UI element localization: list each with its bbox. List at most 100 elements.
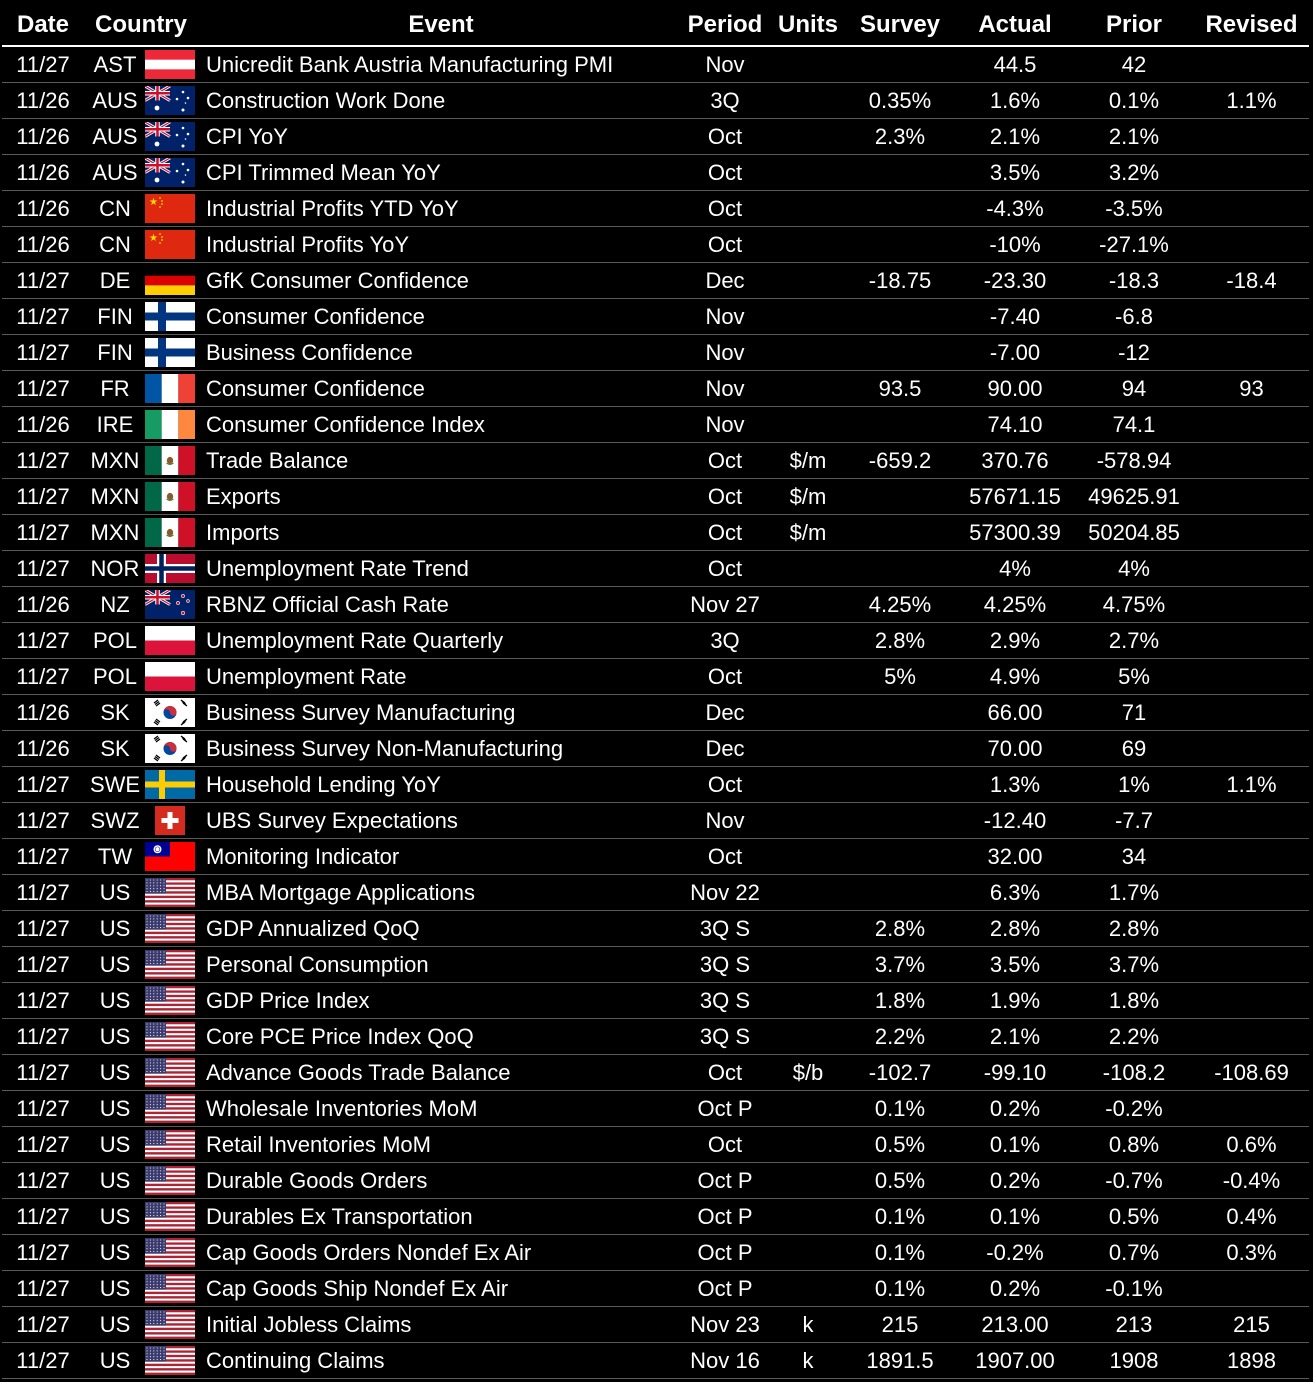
table-row[interactable]: 11/27 US Continuing Claims Nov 16 k 1891.5 190… — [2, 1343, 1309, 1379]
revised-cell: 215 — [1233, 1312, 1270, 1337]
event-cell: GfK Consumer Confidence — [206, 268, 469, 293]
flag-cell — [145, 50, 195, 79]
flag-cell — [145, 1166, 195, 1195]
table-row[interactable]: 11/27 NOR Unemployment Rate Trend Oct 4% 4% — [2, 551, 1309, 587]
table-row[interactable]: 11/27 US Core PCE Price Index QoQ 3Q S 2.2% 2… — [2, 1019, 1309, 1055]
date-cell: 11/26 — [16, 196, 70, 221]
country-cell: US — [99, 1348, 131, 1373]
period-cell: Oct P — [697, 1168, 753, 1193]
survey-cell — [844, 479, 956, 514]
event-cell: GDP Annualized QoQ — [206, 916, 420, 941]
table-row[interactable]: 11/26 SK Business Survey Non-Manufacturing… — [2, 731, 1309, 767]
header-survey[interactable]: Survey — [859, 11, 941, 38]
survey-cell — [844, 155, 956, 190]
finland-flag-icon — [145, 338, 195, 367]
survey-cell — [844, 551, 956, 586]
units-cell — [772, 1163, 844, 1198]
country-cell: FIN — [97, 340, 133, 365]
table-row[interactable]: 11/26 NZ RBNZ Official Cash Rate Nov 27 4.25… — [2, 587, 1309, 623]
flag-cell — [145, 698, 195, 727]
header-country[interactable]: Country — [95, 11, 187, 38]
table-row[interactable]: 11/26 SK Business Survey Manufacturing Dec 6… — [2, 695, 1309, 731]
mexico-flag-icon — [145, 482, 195, 511]
table-row[interactable]: 11/26 CN Industrial Profits YTD YoY Oct -4.3… — [2, 191, 1309, 227]
table-row[interactable]: 11/26 AUS CPI YoY Oct 2.3% 2.1% 2.1% — [2, 119, 1309, 155]
units-cell: k — [802, 1312, 814, 1337]
table-row[interactable]: 11/27 MXN Trade Balance Oct $/m -659.2 370.76 -… — [2, 443, 1309, 479]
table-row[interactable]: 11/27 US Wholesale Inventories MoM Oct P 0.1… — [2, 1091, 1309, 1127]
units-cell — [772, 731, 844, 766]
flag-cell: ★ — [145, 194, 195, 223]
table-row[interactable]: 11/27 US MBA Mortgage Applications Nov 22 6.… — [2, 875, 1309, 911]
prior-cell: 71 — [1121, 700, 1147, 725]
survey-cell: 93.5 — [878, 376, 922, 401]
header-period[interactable]: Period — [687, 11, 763, 38]
date-cell: 11/27 — [16, 1024, 70, 1049]
poland-flag-icon — [145, 626, 195, 655]
units-cell — [772, 371, 844, 406]
date-cell: 11/27 — [16, 376, 70, 401]
survey-cell: 2.3% — [874, 124, 926, 149]
units-cell — [772, 587, 844, 622]
table-row[interactable]: 11/27 FIN Business Confidence Nov -7.00 -12 — [2, 335, 1309, 371]
period-cell: Nov — [705, 304, 745, 329]
table-row[interactable]: 11/27 FIN Consumer Confidence Nov -7.40 -6.8 — [2, 299, 1309, 335]
usa-flag-icon — [145, 1058, 195, 1087]
table-row[interactable]: 11/27 POL Unemployment Rate Quarterly 3Q 2.8… — [2, 623, 1309, 659]
date-cell: 11/27 — [16, 808, 70, 833]
event-cell: Consumer Confidence Index — [206, 412, 485, 437]
date-cell: 11/27 — [16, 1312, 70, 1337]
country-cell: AUS — [92, 160, 138, 185]
event-cell: Initial Jobless Claims — [206, 1312, 412, 1337]
header-date[interactable]: Date — [16, 11, 70, 38]
units-cell — [772, 1271, 844, 1306]
table-row[interactable]: 11/26 AUS CPI Trimmed Mean YoY Oct 3.5% 3.2% — [2, 155, 1309, 191]
survey-cell: -102.7 — [868, 1060, 932, 1085]
table-row[interactable]: 11/27 AST Unicredit Bank Austria Manufactu… — [2, 47, 1309, 83]
table-header: Date Country Event Period Units Survey A… — [2, 3, 1309, 47]
table-row[interactable]: 11/26 CN Industrial Profits YoY Oct -10% -27.… — [2, 227, 1309, 263]
revised-cell — [1194, 875, 1309, 910]
table-row[interactable]: 11/27 US Durables Ex Transportation Oct P 0.… — [2, 1199, 1309, 1235]
table-row[interactable]: 11/27 TW Monitoring Indicator Oct 32.00 34 — [2, 839, 1309, 875]
table-row[interactable]: 11/27 US GDP Annualized QoQ 3Q S 2.8% 2.8% 2.8… — [2, 911, 1309, 947]
table-row[interactable]: 11/27 US Retail Inventories MoM Oct 0.5% 0.1%… — [2, 1127, 1309, 1163]
table-row[interactable]: 11/27 DE GfK Consumer Confidence Dec -18.75 -… — [2, 263, 1309, 299]
date-cell: 11/27 — [16, 304, 70, 329]
table-row[interactable]: 11/27 MXN Imports Oct $/m 57300.39 50204.85 — [2, 515, 1309, 551]
header-revised[interactable]: Revised — [1205, 11, 1298, 38]
event-cell: Exports — [206, 484, 281, 509]
period-cell: Oct — [707, 196, 743, 221]
event-cell: Business Survey Non-Manufacturing — [206, 736, 564, 761]
period-cell: Oct — [707, 160, 743, 185]
table-row[interactable]: 11/27 US Cap Goods Ship Nondef Ex Air Oct P… — [2, 1271, 1309, 1307]
table-row[interactable]: 11/27 SWZ UBS Survey Expectations Nov -12.40… — [2, 803, 1309, 839]
prior-cell: 3.7% — [1108, 952, 1160, 977]
header-prior[interactable]: Prior — [1105, 11, 1162, 38]
switzerland-flag-icon — [155, 806, 185, 835]
survey-cell: 0.1% — [874, 1096, 926, 1121]
revised-cell — [1194, 731, 1309, 766]
flag-cell — [145, 338, 195, 367]
table-row[interactable]: 11/27 FR Consumer Confidence Nov 93.5 90.00 94… — [2, 371, 1309, 407]
table-row[interactable]: 11/27 US Advance Goods Trade Balance Oct $/b… — [2, 1055, 1309, 1091]
table-row[interactable]: 11/27 SWE Household Lending YoY Oct 1.3% 1% 1.… — [2, 767, 1309, 803]
survey-cell: 1891.5 — [866, 1348, 934, 1373]
table-row[interactable]: 11/27 US GDP Price Index 3Q S 1.8% 1.9% 1.8% — [2, 983, 1309, 1019]
table-row[interactable]: 11/27 US Durable Goods Orders Oct P 0.5% 0.2%… — [2, 1163, 1309, 1199]
header-actual[interactable]: Actual — [978, 11, 1052, 38]
table-row[interactable]: 11/27 MXN Exports Oct $/m 57671.15 49625.91 — [2, 479, 1309, 515]
table-row[interactable]: 11/27 US Cap Goods Orders Nondef Ex Air Oct… — [2, 1235, 1309, 1271]
header-event[interactable]: Event — [408, 11, 474, 38]
revised-cell — [1194, 1091, 1309, 1126]
units-cell: $/m — [789, 448, 827, 473]
table-row[interactable]: 11/26 IRE Consumer Confidence Index Nov 74.1… — [2, 407, 1309, 443]
actual-cell: 2.1% — [989, 124, 1041, 149]
table-row[interactable]: 11/27 US Personal Consumption 3Q S 3.7% 3.5% 3… — [2, 947, 1309, 983]
table-row[interactable]: 11/27 POL Unemployment Rate Oct 5% 4.9% 5% — [2, 659, 1309, 695]
flag-cell — [145, 518, 195, 547]
table-row[interactable]: 11/26 AUS Construction Work Done 3Q 0.35% 1.6… — [2, 83, 1309, 119]
header-units[interactable]: Units — [778, 11, 838, 38]
table-row[interactable]: 11/27 US Initial Jobless Claims Nov 23 k 215 2… — [2, 1307, 1309, 1343]
flag-cell — [145, 482, 195, 511]
